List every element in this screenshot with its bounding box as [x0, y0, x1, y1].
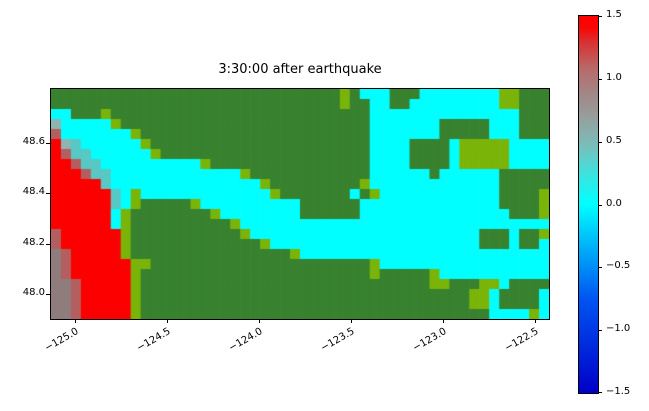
x-tick-mark: [166, 319, 168, 323]
colorbar-tick-mark: [598, 392, 602, 393]
colorbar-tick-mark: [598, 330, 602, 332]
colorbar-tick-label: −0.5: [606, 260, 631, 272]
colorbar-tick-mark: [598, 204, 602, 206]
y-tick-mark: [46, 294, 50, 296]
x-tick-mark: [350, 319, 352, 323]
colorbar-tick-label: 0.0: [606, 197, 622, 209]
colorbar-tick-label: −1.5: [606, 386, 631, 397]
colorbar: 1.5 1.0 0.5 0.0 −0.5 −1.0 −1.5: [578, 9, 630, 397]
x-tick-mark: [74, 319, 76, 323]
colorbar-tick-mark: [598, 267, 602, 269]
colorbar-tick-mark: [598, 141, 602, 143]
x-tick-label: −122.5: [502, 326, 541, 355]
colorbar-tick-mark: [598, 78, 602, 80]
y-tick-mark: [46, 143, 50, 144]
x-tick-mark: [534, 319, 536, 323]
plot-title: 3:30:00 after earthquake: [218, 62, 382, 77]
x-tick-label: −124.5: [134, 326, 173, 355]
plot-area: 3:30:00 after earthquake −125.0 −124.5 −12…: [23, 62, 550, 354]
y-tick-label: 48.2: [22, 236, 45, 248]
x-tick-label: −124.0: [226, 326, 265, 355]
x-tick-mark: [442, 319, 444, 323]
colorbar-tick-mark: [598, 16, 602, 17]
y-tick-mark: [46, 193, 50, 195]
heatmap-canvas: [51, 89, 549, 319]
colorbar-tick-label: 1.5: [606, 9, 622, 20]
y-tick-label: 48.0: [22, 287, 45, 299]
colorbar-tick-label: −1.0: [606, 323, 631, 335]
y-tick-label: 48.6: [22, 136, 45, 147]
colorbar-tick-label: 0.5: [606, 134, 622, 146]
x-tick-label: −125.0: [42, 326, 81, 355]
x-tick-label: −123.0: [410, 326, 449, 355]
x-tick-label: −123.5: [318, 326, 357, 355]
colorbar-tick-label: 1.0: [606, 71, 622, 83]
y-tick-label: 48.4: [22, 186, 45, 198]
colorbar-gradient: [579, 16, 598, 393]
y-tick-mark: [46, 243, 50, 245]
x-tick-mark: [258, 319, 260, 323]
